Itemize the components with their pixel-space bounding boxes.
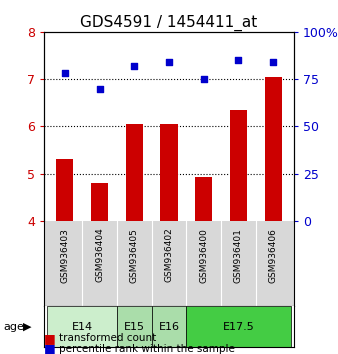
Text: GSM936402: GSM936402 — [165, 228, 173, 282]
Bar — [152, 307, 186, 347]
Text: E14: E14 — [72, 322, 93, 332]
Text: GSM936400: GSM936400 — [199, 228, 208, 282]
Text: ■: ■ — [44, 332, 56, 344]
Text: E15: E15 — [124, 322, 145, 332]
Bar — [56, 159, 73, 221]
Point — [131, 63, 137, 69]
Text: percentile rank within the sample: percentile rank within the sample — [59, 344, 235, 354]
Text: GSM936403: GSM936403 — [60, 228, 69, 282]
Bar — [117, 307, 152, 347]
Text: GSM936401: GSM936401 — [234, 228, 243, 282]
Text: GSM936404: GSM936404 — [95, 228, 104, 282]
Bar — [265, 77, 282, 221]
Point — [236, 57, 241, 63]
Point — [97, 86, 102, 91]
Text: age: age — [3, 322, 24, 332]
Point — [62, 70, 68, 76]
Bar — [230, 110, 247, 221]
Bar — [126, 124, 143, 221]
Text: ■: ■ — [44, 342, 56, 354]
Bar — [186, 307, 291, 347]
Text: transformed count: transformed count — [59, 333, 156, 343]
Text: GSM936406: GSM936406 — [269, 228, 278, 282]
Text: E16: E16 — [159, 322, 179, 332]
Bar — [47, 307, 117, 347]
Title: GDS4591 / 1454411_at: GDS4591 / 1454411_at — [80, 14, 258, 30]
Text: GSM936405: GSM936405 — [130, 228, 139, 282]
Point — [270, 59, 276, 65]
Point — [166, 59, 172, 65]
Text: ▶: ▶ — [23, 322, 31, 332]
Bar — [91, 183, 108, 221]
Point — [201, 76, 207, 82]
Bar — [195, 177, 212, 221]
Bar — [160, 124, 178, 221]
Text: E17.5: E17.5 — [223, 322, 255, 332]
